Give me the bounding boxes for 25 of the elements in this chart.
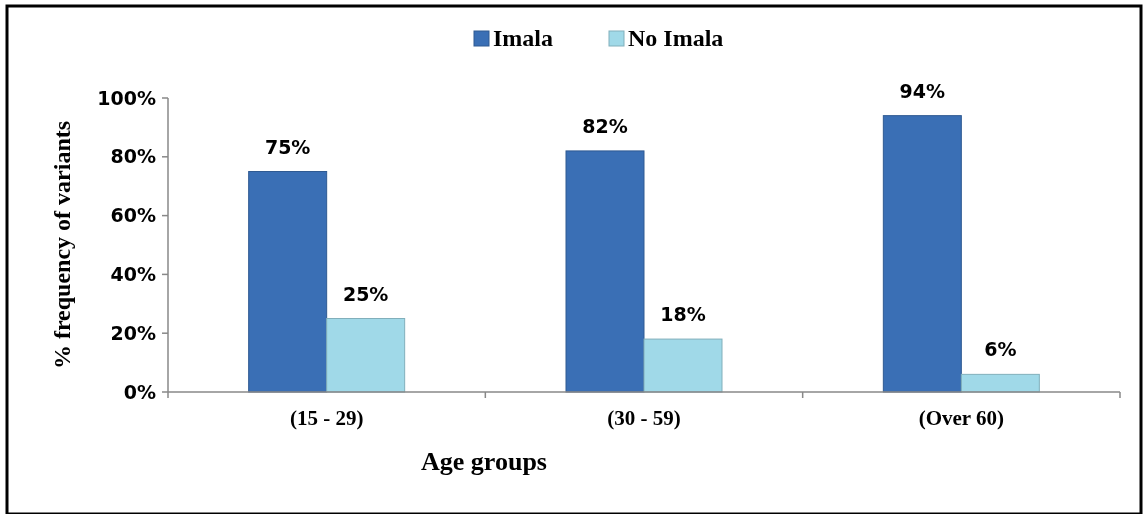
bar [643,338,723,393]
bar [960,373,1040,393]
legend-label: Imala [493,25,553,52]
legend-label: No Imala [628,25,724,52]
data-label: 75% [264,135,311,158]
y-tick-label: 100% [97,86,156,109]
bar [882,115,962,393]
bar [565,150,645,393]
y-tick-label: 40% [110,263,156,286]
data-label: 25% [342,282,389,305]
data-label: 18% [660,303,706,326]
y-axis-title: % frequency of variants [49,120,75,370]
y-tick-label: 0% [123,380,156,403]
x-tick-label: (Over 60) [918,406,1005,430]
bar [326,318,406,393]
data-label: 94% [899,79,946,102]
x-tick-label: (30 - 59) [607,406,681,430]
data-label: 6% [984,338,1017,361]
x-axis-title: Age groups [421,447,547,476]
data-label: 82% [582,114,628,137]
y-tick-label: 60% [110,204,156,227]
x-tick-label: (15 - 29) [289,406,364,430]
bar [248,171,328,393]
y-tick-label: 80% [110,145,156,168]
y-tick-label: 20% [110,321,156,344]
